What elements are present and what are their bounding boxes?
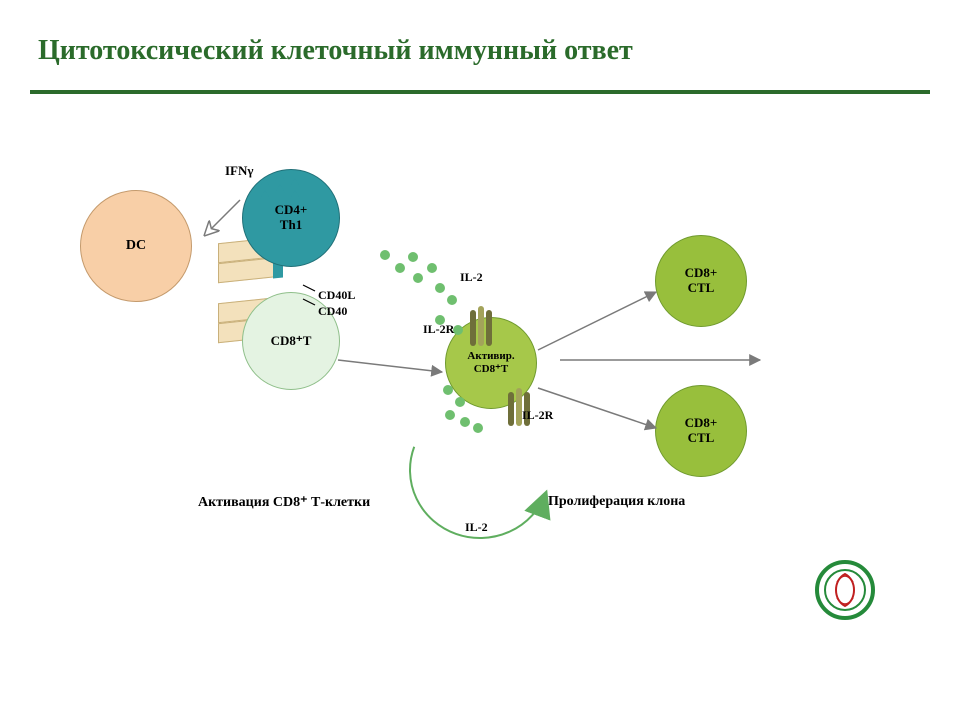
cd40-tick [303, 285, 315, 291]
il2r-bar [478, 306, 484, 346]
label-il2r2: IL-2R [522, 408, 553, 423]
cell-dc: DC [80, 190, 192, 302]
label-il2r1: IL-2R [423, 322, 454, 337]
label-cap1: Активация CD8⁺ Т-клетки [198, 494, 370, 511]
il2-dot [447, 295, 457, 305]
il2-dot [408, 252, 418, 262]
ifng-triangle [275, 184, 285, 193]
arrow [205, 200, 240, 235]
il2-dot [460, 417, 470, 427]
il2-dot [380, 250, 390, 260]
arrow [538, 388, 656, 428]
arrow [338, 360, 442, 372]
slide: { "title": {"text":"Цитотоксический клет… [0, 0, 960, 720]
label-il2b: IL-2 [465, 520, 488, 535]
ifng-triangle [275, 172, 285, 181]
il2-dot [395, 263, 405, 273]
ifng-triangle [290, 190, 300, 199]
il2r-bar [508, 392, 514, 426]
il2-dot [473, 423, 483, 433]
label-cap2: Пролиферация клона [548, 494, 685, 510]
il2-dot [445, 410, 455, 420]
label-il2a: IL-2 [460, 270, 483, 285]
cell-ctl2: CD8+CTL [655, 385, 747, 477]
title-rule [30, 90, 930, 94]
label-ifng: IFNγ [225, 163, 253, 179]
il2r-bar [470, 310, 476, 346]
ifng-triangle [260, 190, 270, 199]
ifng-triangle [290, 178, 300, 187]
label-cd40l: CD40L [318, 288, 355, 303]
label-cd40: CD40 [318, 304, 347, 319]
il2r-bar [486, 310, 492, 346]
slide-title: Цитотоксический клеточный иммунный ответ [38, 35, 633, 67]
il2-dot [455, 397, 465, 407]
cell-ctl1: CD8+CTL [655, 235, 747, 327]
org-logo-icon [815, 560, 875, 620]
ifng-triangle [260, 178, 270, 187]
il2-dot [413, 273, 423, 283]
il2-dot [443, 385, 453, 395]
il2-dot [427, 263, 437, 273]
il2-dot [435, 283, 445, 293]
arrow [538, 292, 656, 350]
il2-dot [453, 325, 463, 335]
